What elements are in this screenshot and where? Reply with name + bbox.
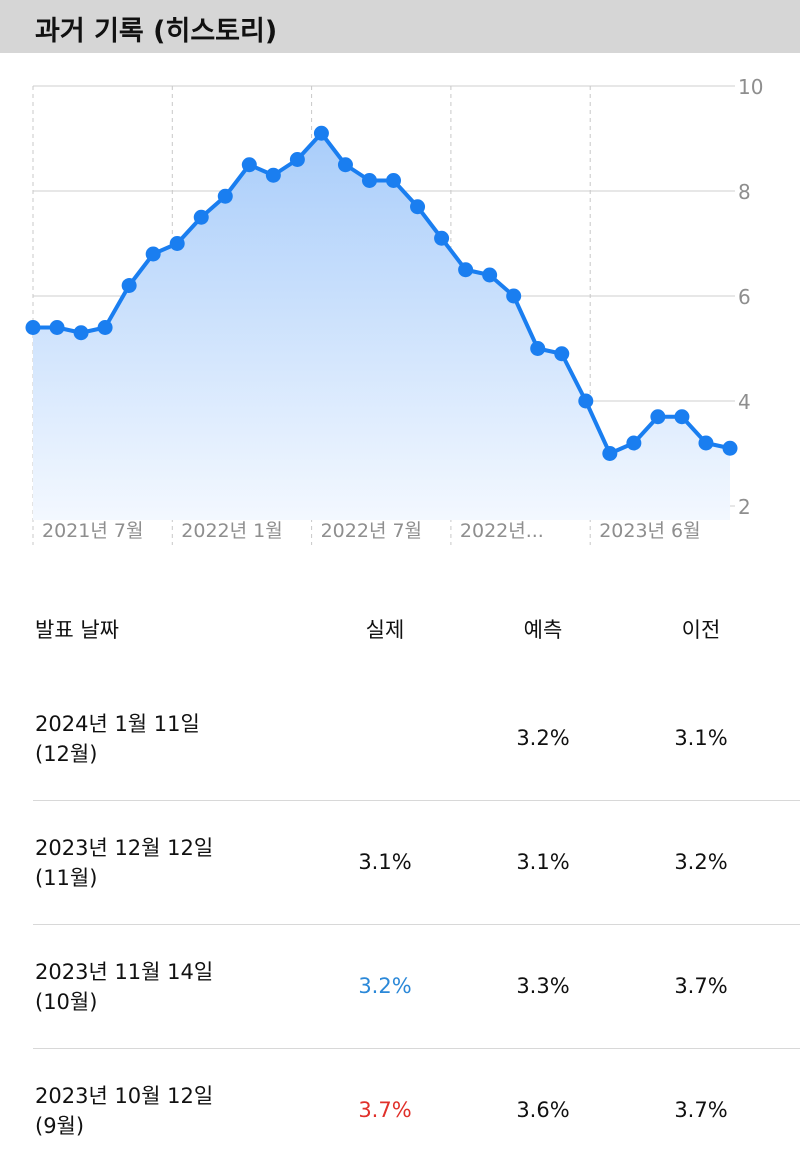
- y-tick-label: 6: [738, 285, 751, 309]
- actual-value: 3.7%: [358, 1098, 412, 1122]
- column-header-date: 발표 날짜: [35, 618, 119, 642]
- release-date: 2023년 11월 14일 (10월): [35, 957, 213, 1017]
- table-row: 2023년 12월 12일 (11월) 3.1% 3.1% 3.2%: [0, 800, 800, 924]
- data-point: [458, 262, 474, 278]
- actual-value: 3.1%: [358, 850, 412, 874]
- x-tick-label: 2022년...: [460, 520, 544, 542]
- release-date: 2023년 10월 12일 (9월): [35, 1081, 213, 1141]
- row-divider: [33, 1048, 800, 1049]
- column-header-previous: 이전: [681, 618, 721, 642]
- data-point: [97, 320, 113, 335]
- data-point: [193, 209, 209, 225]
- data-point: [241, 157, 257, 173]
- period-text: (12월): [35, 742, 98, 766]
- section-header: 과거 기록 (히스토리): [0, 0, 800, 53]
- row-divider: [33, 924, 800, 925]
- previous-value: 3.1%: [674, 726, 728, 750]
- history-chart: 10 8 6 4 2 2021년 7월 2022년 1월 2022년 7월 2022년... 20…: [25, 75, 763, 545]
- table-row: 2023년 11월 14일 (10월) 3.2% 3.3% 3.7%: [0, 924, 800, 1048]
- actual-value: 3.2%: [358, 974, 412, 998]
- data-point: [506, 288, 522, 304]
- forecast-value: 3.2%: [516, 726, 570, 750]
- y-tick-label: 8: [738, 180, 751, 204]
- data-point: [73, 325, 89, 341]
- data-point: [313, 125, 329, 141]
- area-fill: [33, 133, 730, 520]
- data-point: [289, 152, 305, 167]
- data-point: [482, 267, 498, 283]
- data-point: [650, 409, 666, 425]
- x-tick-label: 2021년 7월: [42, 520, 143, 542]
- data-point: [265, 167, 281, 183]
- y-tick-label: 10: [738, 75, 763, 99]
- data-point: [530, 341, 546, 356]
- previous-value: 3.7%: [674, 974, 728, 998]
- section-title: 과거 기록 (히스토리): [35, 16, 278, 47]
- date-text: 2023년 10월 12일: [35, 1084, 214, 1108]
- data-point: [217, 188, 233, 204]
- data-point: [25, 320, 41, 335]
- forecast-value: 3.6%: [516, 1098, 570, 1122]
- data-point: [722, 440, 738, 456]
- data-point: [578, 393, 594, 409]
- data-point: [121, 278, 137, 293]
- x-tick-label: 2022년 1월: [181, 520, 282, 542]
- data-point: [626, 435, 642, 451]
- y-tick-label: 4: [738, 390, 751, 414]
- row-divider: [33, 800, 800, 801]
- data-point: [49, 320, 65, 335]
- date-text: 2023년 11월 14일: [35, 960, 214, 984]
- x-tick-label: 2023년 6월: [599, 520, 700, 542]
- data-point: [337, 157, 353, 173]
- column-header-forecast: 예측: [523, 618, 563, 642]
- data-point: [674, 409, 690, 425]
- previous-value: 3.7%: [674, 1098, 728, 1122]
- table-row: 2023년 10월 12일 (9월) 3.7% 3.6% 3.7%: [0, 1048, 800, 1172]
- data-point: [386, 173, 402, 188]
- forecast-value: 3.1%: [516, 850, 570, 874]
- data-point: [698, 435, 714, 451]
- period-text: (9월): [35, 1114, 85, 1138]
- period-text: (11월): [35, 866, 98, 890]
- data-point: [145, 246, 161, 262]
- previous-value: 3.2%: [674, 850, 728, 874]
- x-tick-label: 2022년 7월: [321, 520, 422, 542]
- data-point: [410, 199, 426, 215]
- data-point: [169, 236, 185, 251]
- release-date: 2024년 1월 11일 (12월): [35, 709, 200, 769]
- data-point: [602, 446, 618, 461]
- table-row: 2024년 1월 11일 (12월) 3.2% 3.1%: [0, 676, 800, 800]
- column-header-actual: 실제: [365, 618, 405, 642]
- date-text: 2024년 1월 11일: [35, 712, 200, 736]
- data-point: [434, 230, 450, 246]
- data-point: [361, 173, 377, 188]
- period-text: (10월): [35, 990, 98, 1014]
- y-tick-label: 2: [738, 495, 751, 519]
- date-text: 2023년 12월 12일: [35, 836, 214, 860]
- data-point: [554, 346, 570, 362]
- forecast-value: 3.3%: [516, 974, 570, 998]
- release-date: 2023년 12월 12일 (11월): [35, 833, 213, 893]
